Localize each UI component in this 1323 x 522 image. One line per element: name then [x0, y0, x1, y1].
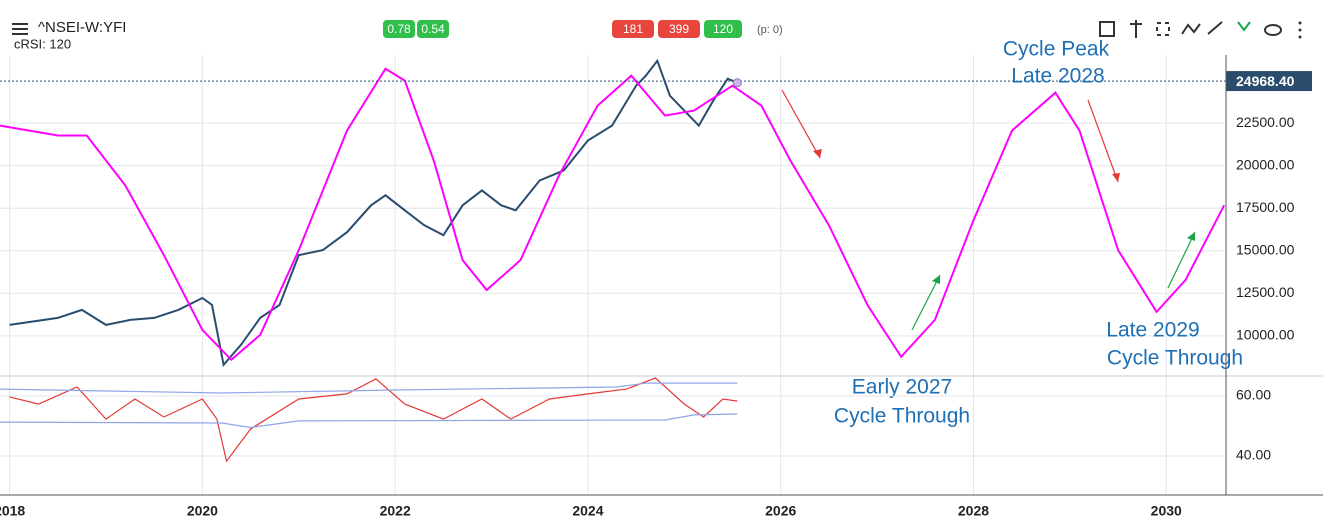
- x-tick-label: 2030: [1151, 503, 1182, 519]
- badge-text: 120: [713, 22, 733, 36]
- y-tick-label: 60.00: [1236, 387, 1271, 403]
- y-tick-label: 17500.00: [1236, 199, 1295, 215]
- last-value-box: [1226, 71, 1312, 92]
- annotation: Late 2028: [1011, 65, 1104, 88]
- x-tick-label: 2022: [380, 503, 411, 519]
- p-label: (p: 0): [757, 24, 783, 36]
- symbol: ^NSEI-W:YFI: [38, 19, 126, 36]
- badge: [612, 20, 654, 38]
- series-line: [0, 382, 738, 394]
- menu-icon[interactable]: [12, 23, 28, 35]
- x-tick-label: 2020: [187, 503, 218, 519]
- badge-text: 0.78: [387, 22, 411, 36]
- series-line: [9, 58, 738, 368]
- badge: [704, 20, 742, 38]
- annotation: Cycle Through: [1107, 347, 1243, 370]
- annotation: Cycle Peak: [1003, 38, 1110, 61]
- badge-text: 0.54: [421, 22, 445, 36]
- badge: [417, 20, 449, 38]
- x-tick-label: 2018: [0, 503, 25, 519]
- y-tick-label: 22500.00: [1236, 114, 1295, 130]
- y-tick-label: 40.00: [1236, 447, 1271, 463]
- badge: [383, 20, 415, 38]
- badge-text: 399: [669, 22, 689, 36]
- series-line: [9, 377, 738, 463]
- y-tick-label: 15000.00: [1236, 241, 1295, 257]
- y-tick-label: 12500.00: [1236, 284, 1295, 300]
- series-line: [0, 413, 738, 429]
- x-tick-label: 2028: [958, 503, 989, 519]
- indicator-label: cRSI: 120: [14, 36, 71, 51]
- x-tick-label: 2026: [765, 503, 796, 519]
- last-value-label: 24968.40: [1236, 73, 1295, 89]
- annotation: Early 2027: [852, 376, 952, 399]
- y-tick-label: 20000.00: [1236, 156, 1295, 172]
- y-tick-label: 10000.00: [1236, 327, 1295, 343]
- annotation: Cycle Through: [834, 405, 970, 428]
- badge-text: 181: [623, 22, 643, 36]
- annotation: Late 2029: [1106, 319, 1199, 342]
- badge: [658, 20, 700, 38]
- trend-arrows: [781, 89, 1196, 331]
- last-point: [732, 78, 742, 88]
- series-line: [0, 67, 1225, 362]
- x-tick-label: 2024: [572, 503, 603, 519]
- toolbar[interactable]: [1099, 20, 1302, 39]
